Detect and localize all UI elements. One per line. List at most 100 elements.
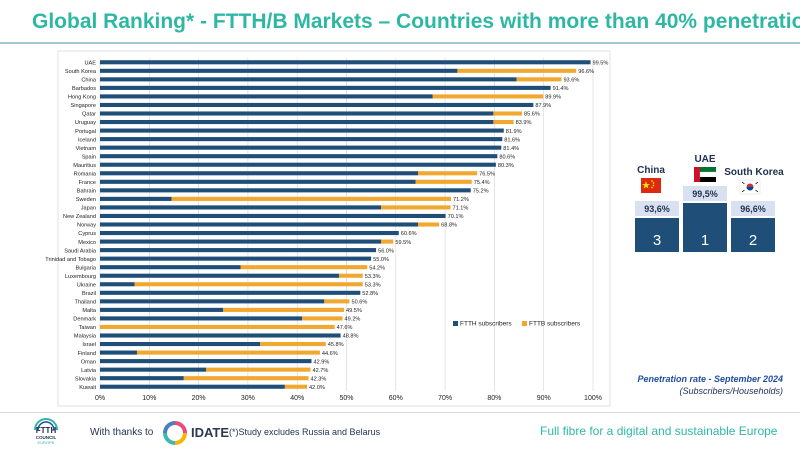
legend-swatch-ftth <box>453 321 458 326</box>
total-label: 49.2% <box>345 317 361 323</box>
fttb-bar <box>417 171 478 176</box>
category-label: Singapore <box>70 103 96 109</box>
category-label: Portugal <box>75 129 96 135</box>
x-tick-label: 80% <box>487 395 501 402</box>
category-label: Mauritius <box>73 163 96 169</box>
podium-value-uae: 99,5% <box>692 189 718 199</box>
category-label: Oman <box>81 359 96 365</box>
fttb-bar <box>415 179 472 184</box>
x-tick-label: 70% <box>438 395 452 402</box>
ftth-bar <box>100 213 446 219</box>
ftth-bar <box>100 111 494 116</box>
total-label: 44.6% <box>322 351 338 357</box>
ftth-bar <box>100 154 498 159</box>
category-label: Romania <box>74 171 97 177</box>
ftth-bar <box>100 282 135 287</box>
ftth-bar <box>100 171 418 176</box>
total-label: 91.4% <box>553 86 569 92</box>
ftth-bar <box>100 256 372 261</box>
total-label: 56.0% <box>378 248 394 254</box>
uae-flag-icon <box>694 167 717 182</box>
category-label: Malta <box>82 308 97 314</box>
ftth-bar <box>100 85 551 90</box>
category-label: Slovakia <box>75 376 97 382</box>
total-label: 80.3% <box>498 163 514 169</box>
category-label: France <box>79 180 96 186</box>
total-label: 80.6% <box>499 154 515 160</box>
fttb-bar <box>339 273 363 278</box>
legend-swatch-fttb <box>522 321 527 326</box>
china-flag-icon <box>641 178 661 193</box>
logo-line-2: COUNCIL <box>36 435 57 440</box>
podium-rank-3: 3 <box>653 232 661 249</box>
podium-rank-2: 2 <box>749 232 757 249</box>
total-label: 52.8% <box>362 291 378 297</box>
category-label: Trinidad and Tobago <box>45 257 96 263</box>
category-label: Taiwan <box>79 325 96 331</box>
total-label: 81.6% <box>504 137 520 143</box>
total-label: 85.6% <box>524 112 540 118</box>
idate-label: IDATE <box>191 425 230 440</box>
ftth-bar <box>100 376 184 381</box>
fttb-bar <box>134 282 363 287</box>
ftth-bar <box>100 290 361 295</box>
total-label: 71.2% <box>453 197 469 203</box>
ftth-bar <box>100 137 503 142</box>
legend-label-ftth: FTTH subscribers <box>460 321 512 328</box>
ftth-bar <box>100 102 534 108</box>
ftth-bar <box>100 367 206 372</box>
ftth-bar <box>100 205 382 210</box>
total-label: 75.2% <box>473 189 489 195</box>
x-tick-label: 0% <box>95 395 105 402</box>
ftth-bar <box>100 94 433 99</box>
ftth-bar <box>100 188 471 193</box>
ftth-bar <box>100 196 172 201</box>
total-label: 75.4% <box>474 180 490 186</box>
total-label: 60.6% <box>401 231 417 237</box>
total-label: 53.3% <box>365 282 381 288</box>
south-korea-flag-icon <box>739 179 761 195</box>
ftth-bar <box>100 60 591 65</box>
ftth-council-logo: FTTH COUNCIL EUROPE <box>34 418 58 445</box>
total-label: 76.5% <box>479 171 495 177</box>
podium-value-south-korea: 96,6% <box>740 204 766 214</box>
category-label: New Zealand <box>63 214 96 220</box>
ftth-bar <box>100 333 341 338</box>
page-title: Global Ranking* - FTTH/B Markets – Count… <box>32 10 800 33</box>
total-label: 42.9% <box>313 359 329 365</box>
total-label: 99.5% <box>593 60 609 66</box>
podium-country-uae: UAE <box>694 154 715 165</box>
x-tick-label: 50% <box>339 395 353 402</box>
category-label: Hong Kong <box>68 95 96 101</box>
category-label: Finland <box>78 351 96 357</box>
total-label: 42.7% <box>313 368 329 374</box>
category-label: UAE <box>84 60 96 66</box>
exclusion-note: (*)Study excludes Russia and Belarus <box>229 427 381 437</box>
ftth-bar <box>100 384 285 389</box>
fttb-bar <box>183 376 309 381</box>
ftth-bar <box>100 316 303 321</box>
fttb-bar <box>136 350 320 355</box>
basis-caption: (Subscribers/Households) <box>679 386 783 396</box>
ranking-chart: 0% 10% 20% 30% 40% 50% 60% 70% 80% 90% 100% UAE 99.5… <box>45 50 611 407</box>
ftth-bar <box>100 145 502 150</box>
total-label: 81.4% <box>503 146 519 152</box>
category-label: Uruguay <box>75 120 96 126</box>
penetration-caption: Penetration rate - September 2024 <box>637 374 783 384</box>
ftth-bar <box>100 307 224 312</box>
fttb-bar <box>493 111 523 116</box>
total-label: 42.3% <box>311 376 327 382</box>
fttb-bar <box>302 316 343 321</box>
x-tick-label: 60% <box>389 395 403 402</box>
thanks-text: With thanks to <box>90 427 154 438</box>
ftth-bar <box>100 230 399 236</box>
total-label: 47.6% <box>337 325 353 331</box>
title-underline <box>0 42 800 44</box>
total-label: 50.6% <box>351 300 367 306</box>
category-label: Saudi Arabia <box>64 248 97 254</box>
category-label: Vietnam <box>76 146 97 152</box>
fttb-bar <box>223 307 345 312</box>
category-label: Brazil <box>82 291 96 297</box>
fttb-bar <box>284 384 308 389</box>
total-label: 68.8% <box>441 223 457 229</box>
